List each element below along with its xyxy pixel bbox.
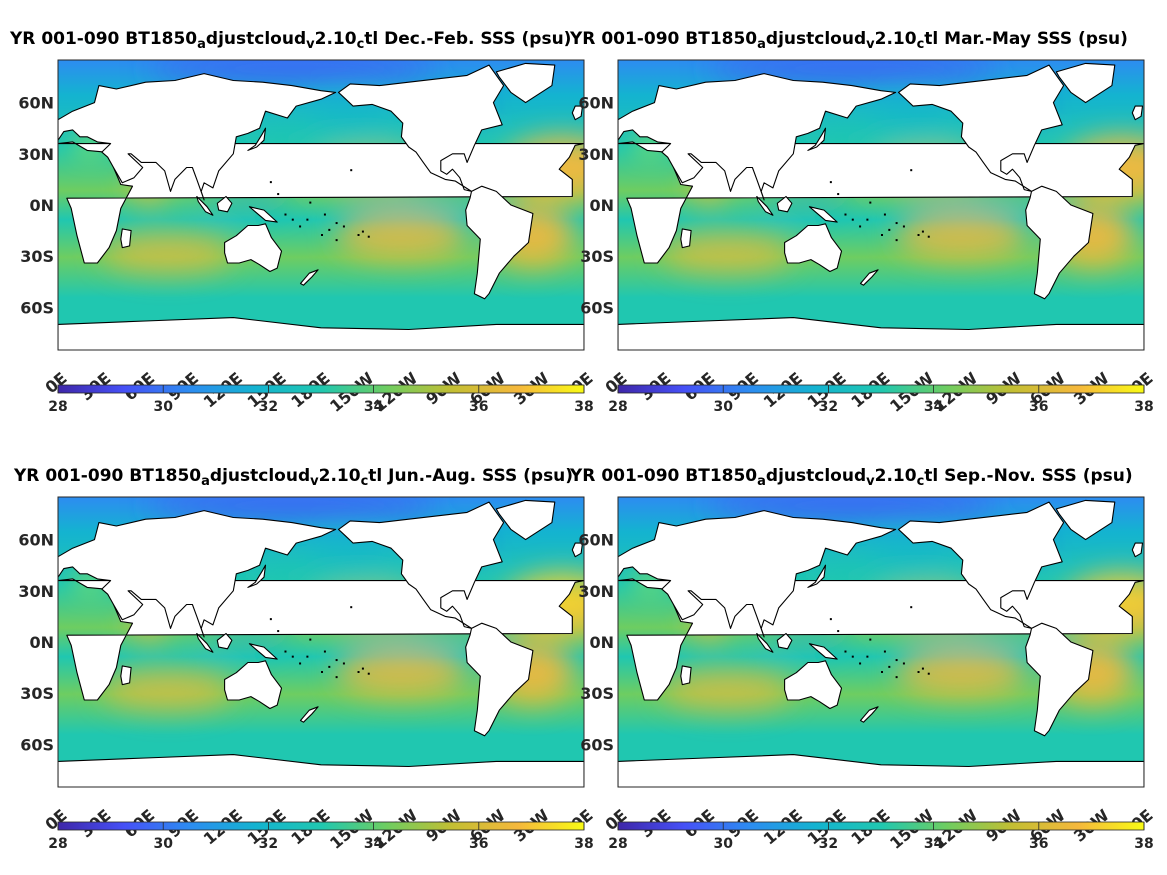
title-segment: tl Dec.-Feb. SSS (psu)	[364, 29, 571, 49]
title-subscript: a	[757, 37, 766, 52]
land-mask	[618, 62, 1144, 350]
colorbar	[617, 384, 1145, 394]
colorbar-tick-label: 28	[48, 399, 67, 415]
colorbar-tick-label: 28	[608, 399, 627, 415]
title-segment: djustcloud	[766, 29, 866, 49]
lat-tick-label: 60S	[20, 735, 54, 754]
panel-title: YR 001-090 BT1850adjustcloudv2.10ctl Jun…	[13, 466, 573, 489]
title-segment: 2.10	[875, 29, 917, 49]
map-frame	[617, 496, 1145, 788]
lat-tick-label: 30S	[580, 684, 614, 703]
lat-tick-label: 60N	[578, 94, 614, 113]
colorbar	[617, 821, 1145, 831]
colorbar	[57, 821, 585, 831]
title-segment: tl Jun.-Aug. SSS (psu)	[368, 466, 573, 486]
title-subscript: v	[866, 37, 875, 52]
colorbar-tick-label: 34	[924, 836, 944, 852]
title-segment: djustcloud	[210, 466, 310, 486]
land-mask	[618, 499, 1144, 787]
colorbar-tick-label: 28	[608, 836, 627, 852]
colorbar-tick-label: 32	[819, 836, 838, 852]
title-segment: 2.10	[315, 29, 357, 49]
colorbar-tick-label: 36	[1029, 836, 1048, 852]
panel-title: YR 001-090 BT1850adjustcloudv2.10ctl Dec…	[9, 29, 571, 52]
map-panel: YR 001-090 BT1850adjustcloudv2.10ctl Jun…	[13, 466, 597, 853]
title-segment: YR 001-090 BT1850	[569, 29, 757, 49]
title-segment: 2.10	[319, 466, 361, 486]
colorbar-tick-label: 38	[1134, 399, 1153, 415]
lat-tick-label: 60N	[578, 531, 614, 550]
title-segment: djustcloud	[206, 29, 306, 49]
lat-tick-label: 30N	[18, 145, 54, 164]
colorbar-tick-label: 38	[574, 836, 593, 852]
map-panel: YR 001-090 BT1850adjustcloudv2.10ctl Dec…	[9, 29, 597, 416]
map-frame	[617, 59, 1145, 351]
colorbar-tick-label: 36	[469, 399, 488, 415]
land-mask	[58, 62, 584, 350]
lat-tick-label: 30N	[18, 582, 54, 601]
lat-tick-label: 60S	[20, 298, 54, 317]
title-subscript: a	[757, 474, 766, 489]
lat-tick-label: 0N	[589, 633, 614, 652]
colorbar-tick-label: 30	[153, 399, 173, 415]
lat-tick-label: 30S	[580, 247, 614, 266]
colorbar-tick-label: 32	[819, 399, 838, 415]
colorbar-tick-label: 30	[713, 836, 733, 852]
lat-tick-label: 0N	[589, 196, 614, 215]
colorbar-tick-label: 32	[259, 399, 278, 415]
sss-field	[58, 60, 584, 350]
colorbar-tick-label: 30	[153, 836, 173, 852]
title-subscript: c	[917, 474, 925, 489]
lat-tick-label: 0N	[29, 633, 54, 652]
lat-tick-label: 30N	[578, 582, 614, 601]
colorbar-tick-label: 30	[713, 399, 733, 415]
colorbar-tick-label: 38	[574, 399, 593, 415]
title-subscript: a	[197, 37, 206, 52]
colorbar-tick-label: 34	[364, 399, 384, 415]
lat-tick-label: 60S	[580, 735, 614, 754]
colorbar-tick-label: 32	[259, 836, 278, 852]
lat-tick-label: 60N	[18, 531, 54, 550]
sss-field	[58, 497, 584, 787]
colorbar-tick-label: 36	[469, 836, 488, 852]
land-mask	[58, 499, 584, 787]
title-segment: tl Mar.-May SSS (psu)	[924, 29, 1128, 49]
title-segment: djustcloud	[766, 466, 866, 486]
colorbar-tick-label: 34	[364, 836, 384, 852]
title-segment: YR 001-090 BT1850	[569, 466, 757, 486]
lat-tick-label: 30N	[578, 145, 614, 164]
map-frame	[57, 59, 585, 351]
title-segment: tl Sep.-Nov. SSS (psu)	[924, 466, 1132, 486]
title-subscript: c	[361, 474, 369, 489]
lat-tick-label: 30S	[20, 684, 54, 703]
colorbar-tick-label: 36	[1029, 399, 1048, 415]
colorbar-tick-label: 34	[924, 399, 944, 415]
colorbar	[57, 384, 585, 394]
title-subscript: a	[201, 474, 210, 489]
sss-field	[618, 497, 1144, 787]
colorbar-tick-label: 28	[48, 836, 67, 852]
title-subscript: v	[866, 474, 875, 489]
panel-title: YR 001-090 BT1850adjustcloudv2.10ctl Mar…	[569, 29, 1128, 52]
lat-tick-label: 60S	[580, 298, 614, 317]
title-subscript: v	[310, 474, 319, 489]
title-segment: 2.10	[875, 466, 917, 486]
sss-field	[618, 60, 1144, 350]
title-subscript: v	[306, 37, 315, 52]
lat-tick-label: 30S	[20, 247, 54, 266]
title-segment: YR 001-090 BT1850	[13, 466, 201, 486]
colorbar-tick-label: 38	[1134, 836, 1153, 852]
panel-title: YR 001-090 BT1850adjustcloudv2.10ctl Sep…	[569, 466, 1133, 489]
map-panel: YR 001-090 BT1850adjustcloudv2.10ctl Sep…	[569, 466, 1157, 853]
title-segment: YR 001-090 BT1850	[9, 29, 197, 49]
title-subscript: c	[917, 37, 925, 52]
lat-tick-label: 0N	[29, 196, 54, 215]
lat-tick-label: 60N	[18, 94, 54, 113]
map-panel: YR 001-090 BT1850adjustcloudv2.10ctl Mar…	[569, 29, 1157, 416]
title-subscript: c	[357, 37, 365, 52]
map-frame	[57, 496, 585, 788]
